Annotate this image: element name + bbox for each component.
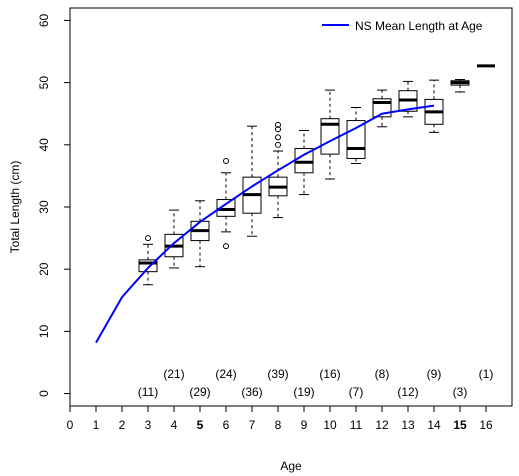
box-age-10: [320, 89, 340, 180]
y-axis-title: Total Length (cm): [8, 161, 22, 254]
x-tick-label-0: 0: [67, 418, 74, 432]
box-age-15: [450, 79, 470, 93]
x-tick-label-15: 15: [453, 418, 467, 432]
y-tick-label-40: 40: [37, 138, 51, 152]
box-age-3: [138, 235, 158, 286]
x-tick-label-14: 14: [427, 418, 441, 432]
count-age-11: (7): [349, 385, 364, 399]
x-tick-label-2: 2: [119, 418, 126, 432]
y-tick-label-60: 60: [37, 13, 51, 27]
box-age-12: [372, 89, 392, 128]
y-tick-label-0: 0: [37, 390, 51, 397]
x-tick-label-1: 1: [93, 418, 100, 432]
y-axis: 0 10 20 30 40 50 60: [37, 13, 70, 397]
count-age-4: (21): [163, 367, 184, 381]
x-tick-label-12: 12: [375, 418, 389, 432]
outlier-age-8-0: [275, 141, 281, 148]
x-axis: 0 1 2 3 4 5 6 7 8 9 10 11 12 13 14 15 16: [67, 406, 493, 432]
box-age-13: [398, 80, 418, 118]
count-age-6: (24): [215, 367, 236, 381]
outlier-age-3-0: [145, 235, 151, 242]
x-tick-label-10: 10: [323, 418, 337, 432]
y-tick-label-20: 20: [37, 262, 51, 276]
box-age-6: [216, 157, 236, 250]
x-tick-label-5: 5: [197, 418, 204, 432]
outlier-age-8-3: [275, 121, 281, 128]
boxes: [138, 64, 495, 286]
x-tick-label-3: 3: [145, 418, 152, 432]
box-age-11: [346, 107, 366, 164]
count-age-15: (3): [453, 385, 468, 399]
iqr-box-age-3: [138, 259, 158, 273]
plot-frame: [69, 7, 513, 407]
box-age-5: [190, 200, 210, 268]
y-tick-label-50: 50: [37, 76, 51, 90]
mean-length-line: [95, 104, 435, 344]
outlier-age-6-1: [223, 243, 229, 250]
legend-label: NS Mean Length at Age: [355, 19, 483, 33]
count-age-14: (9): [427, 367, 442, 381]
count-age-12: (8): [375, 367, 390, 381]
box-age-9: [294, 130, 314, 196]
y-tick-label-30: 30: [37, 200, 51, 214]
legend: NS Mean Length at Age: [322, 19, 483, 33]
count-age-16: (1): [479, 367, 494, 381]
outlier-age-6-0: [223, 157, 229, 164]
count-age-8: (39): [267, 367, 288, 381]
x-tick-label-4: 4: [171, 418, 178, 432]
count-age-3: (11): [138, 385, 158, 399]
x-tick-label-8: 8: [275, 418, 282, 432]
x-tick-label-11: 11: [350, 418, 363, 432]
mean-line-series: [95, 104, 435, 344]
count-age-10: (16): [319, 367, 340, 381]
count-age-13: (12): [397, 385, 418, 399]
y-tick-label-10: 10: [37, 324, 51, 338]
sample-counts: (11) (21) (29) (24) (36) (39) (19) (16) (7) (8) (1…: [138, 367, 494, 399]
box-age-7: [242, 125, 262, 237]
x-tick-label-6: 6: [223, 418, 230, 432]
x-tick-label-7: 7: [249, 418, 256, 432]
x-tick-label-13: 13: [401, 418, 415, 432]
count-age-7: (36): [241, 385, 262, 399]
box-age-8: [268, 121, 288, 219]
count-age-5: (29): [189, 385, 210, 399]
outlier-age-8-2: [275, 126, 281, 133]
x-tick-label-9: 9: [301, 418, 308, 432]
box-age-4: [164, 209, 184, 269]
x-axis-title: Age: [280, 459, 302, 473]
outlier-age-8-1: [275, 134, 281, 141]
x-tick-label-16: 16: [479, 418, 493, 432]
iqr-box-age-6: [216, 199, 236, 217]
count-age-9: (19): [293, 385, 314, 399]
iqr-box-age-11: [346, 120, 366, 159]
